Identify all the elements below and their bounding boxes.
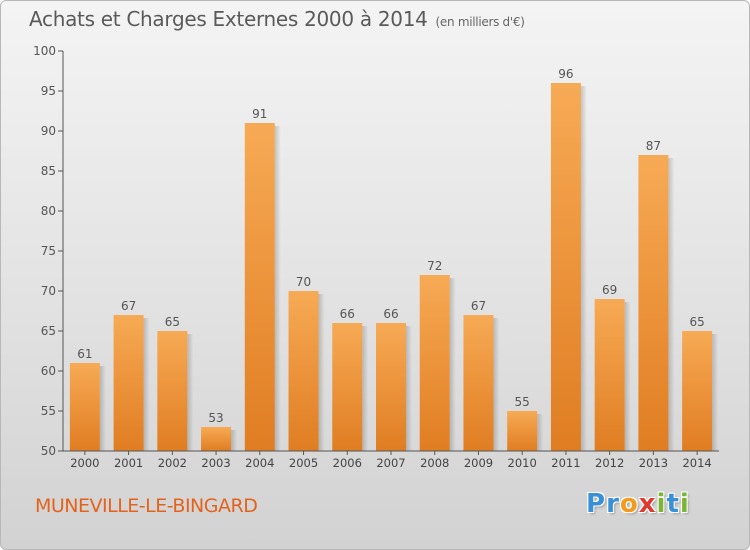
bar	[244, 123, 275, 451]
bar	[594, 299, 625, 451]
data-label: 61	[77, 347, 92, 361]
data-label: 66	[383, 307, 398, 321]
bar	[113, 315, 144, 451]
bar	[682, 331, 713, 451]
bar	[332, 323, 363, 451]
bar-shadow	[712, 334, 719, 451]
bar-shadow	[99, 366, 106, 451]
y-tick-label: 50	[41, 444, 56, 458]
bar-shadow	[406, 326, 412, 451]
data-label: 96	[558, 67, 573, 81]
data-label: 91	[252, 107, 267, 121]
data-label: 67	[471, 299, 486, 313]
data-label: 87	[646, 139, 661, 153]
y-tick-label: 90	[41, 124, 56, 138]
bar	[376, 323, 406, 451]
y-tick-label: 80	[41, 204, 56, 218]
bar-shadow	[362, 326, 369, 451]
logo-letter: i	[679, 489, 690, 519]
y-tick-label: 85	[41, 164, 56, 178]
x-tick-label: 2008	[420, 456, 449, 470]
x-tick-label: 2013	[639, 456, 668, 470]
bar	[201, 427, 232, 451]
chart-title: Achats et Charges Externes 2000 à 2014 (e…	[29, 7, 525, 31]
y-tick-label: 70	[41, 284, 56, 298]
y-tick-label: 95	[41, 84, 56, 98]
x-tick-label: 2005	[289, 456, 318, 470]
x-tick-label: 2009	[464, 456, 493, 470]
x-tick-label: 2014	[682, 456, 711, 470]
proxiti-logo[interactable]: Proxiti	[586, 489, 690, 519]
bar-shadow	[187, 334, 194, 451]
data-label: 65	[689, 315, 704, 329]
x-tick-label: 2001	[114, 456, 143, 470]
bar-shadow	[449, 278, 456, 451]
bar-shadow	[537, 414, 544, 451]
bar	[507, 411, 538, 451]
bars-group	[69, 83, 719, 451]
y-tick-label: 60	[41, 364, 56, 378]
bar-shadow	[580, 86, 587, 451]
x-tick-label: 2011	[551, 456, 580, 470]
data-label: 69	[602, 283, 617, 297]
bar-shadow	[624, 302, 631, 451]
logo-letter: r	[606, 489, 620, 519]
bar	[550, 83, 581, 451]
logo-letter: t	[666, 489, 680, 519]
logo-letter: P	[586, 489, 607, 519]
x-tick-label: 2010	[508, 456, 537, 470]
data-labels-group: 61 67 65 53 91 70 66 66 72 67 55 96 69 87 65	[77, 67, 705, 425]
chart-title-unit: (en milliers d'€)	[435, 15, 525, 29]
logo-letter: x	[638, 489, 657, 519]
bar	[419, 275, 450, 451]
x-tick-label: 2002	[158, 456, 187, 470]
bar	[288, 291, 319, 451]
bar-shadow	[274, 126, 281, 451]
data-label: 53	[208, 411, 223, 425]
bar-shadow	[231, 430, 238, 451]
bar-shadow	[493, 318, 500, 451]
y-tick-label: 65	[41, 324, 56, 338]
logo-letter: i	[656, 489, 667, 519]
data-label: 67	[121, 299, 136, 313]
bar-shadow	[668, 158, 675, 451]
data-label: 70	[296, 275, 311, 289]
bar-shadow	[318, 294, 325, 451]
bar-shadow	[143, 318, 150, 451]
x-tick-label: 2003	[201, 456, 230, 470]
data-label: 65	[165, 315, 180, 329]
commune-name: MUNEVILLE-LE-BINGARD	[35, 495, 258, 517]
bar	[69, 363, 100, 451]
x-tick-label: 2004	[245, 456, 274, 470]
x-tick-label: 2006	[333, 456, 362, 470]
data-label: 72	[427, 259, 442, 273]
x-tick-label: 2012	[595, 456, 624, 470]
bar	[157, 331, 188, 451]
y-tick-label: 55	[41, 404, 56, 418]
bar	[463, 315, 494, 451]
chart-title-text: Achats et Charges Externes 2000 à 2014	[29, 7, 428, 31]
data-label: 66	[340, 307, 355, 321]
bar	[638, 155, 669, 451]
x-tick-label: 2000	[70, 456, 99, 470]
data-label: 55	[515, 395, 530, 409]
y-tick-label: 75	[41, 244, 56, 258]
axes-group: 50 55 60 65 70 75 80 85 90 95 100 2000 2001 2002 2003 2…	[33, 44, 719, 470]
x-tick-label: 2007	[376, 456, 405, 470]
logo-letter: o	[619, 489, 639, 519]
y-tick-label: 100	[33, 44, 56, 58]
